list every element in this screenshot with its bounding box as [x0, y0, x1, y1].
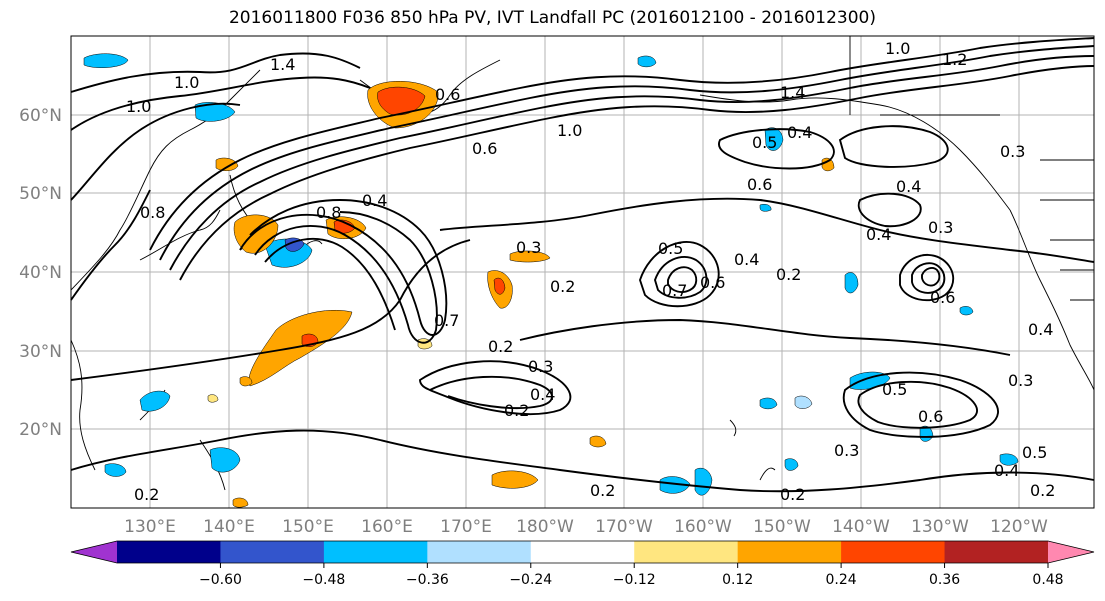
contour-label: 0.4: [734, 250, 759, 269]
contour-label: 0.8: [140, 203, 165, 222]
contour-label: 1.4: [270, 55, 295, 74]
contour-label: 0.8: [316, 203, 341, 222]
contour-label: 0.6: [435, 85, 460, 104]
contour-label: 0.2: [776, 265, 801, 284]
contour-label: 0.2: [550, 277, 575, 296]
contour-label: 0.4: [896, 177, 921, 196]
colorbar-segment: [220, 541, 325, 563]
colorbar-outline: [70, 540, 1095, 564]
contour-label: 0.3: [528, 357, 553, 376]
contour-label: 0.3: [1000, 142, 1025, 161]
colorbar-tick-label: 0.24: [826, 572, 857, 588]
contour-label: 0.4: [530, 385, 555, 404]
colorbar-tick-label: 0.48: [1032, 572, 1063, 588]
lon-label: 140°E: [203, 517, 255, 537]
contour-labels: 1.0 1.0 1.0 1.0 1.2 1.4 1.4 0.6 0.6 0.6 …: [126, 39, 1055, 504]
colorbar-tick-label: −0.12: [613, 572, 656, 588]
colorbar-segment: [841, 541, 946, 563]
contour-label: 0.4: [866, 225, 891, 244]
contour-label: 1.0: [126, 97, 151, 116]
colorbar-tick-label: −0.24: [509, 572, 552, 588]
contour-label: 1.0: [557, 121, 582, 140]
colorbar-tick-label: −0.60: [199, 572, 242, 588]
ivt-contours: [70, 37, 1095, 493]
contour-label: 1.0: [174, 73, 199, 92]
colorbar: −0.60 −0.48 −0.36 −0.24 −0.12 0.12 0.24 0.36 0.4…: [70, 540, 1095, 588]
contour-label: 0.5: [752, 133, 777, 152]
contour-label: 0.2: [134, 485, 159, 504]
contour-label: 0.3: [834, 441, 859, 460]
map-panel: 1.0 1.0 1.0 1.0 1.2 1.4 1.4 0.6 0.6 0.6 …: [70, 35, 1095, 509]
contour-label: 0.2: [590, 481, 615, 500]
colorbar-tick-label: 0.36: [929, 572, 960, 588]
contour-label: 0.6: [472, 139, 497, 158]
lat-label: 30°N: [19, 342, 62, 362]
lon-label: 180°W: [516, 517, 574, 537]
colorbar-tick-label: −0.48: [302, 572, 345, 588]
lon-label: 140°W: [832, 517, 890, 537]
lon-label: 130°E: [124, 517, 176, 537]
longitude-axis: 130°E 140°E 150°E 160°E 170°E 180°W 170°…: [124, 517, 1048, 537]
contour-label: 0.5: [1022, 443, 1047, 462]
contour-label: 0.5: [658, 239, 683, 258]
contour-label: 0.7: [662, 281, 687, 300]
contour-label: 0.6: [918, 407, 943, 426]
colorbar-segment: [117, 541, 221, 563]
lat-label: 20°N: [19, 420, 62, 440]
lon-label: 150°W: [753, 517, 811, 537]
contour-label: 0.3: [928, 218, 953, 237]
contour-label: 0.3: [1008, 371, 1033, 390]
colorbar-tick-label: 0.12: [722, 572, 753, 588]
lon-label: 150°E: [282, 517, 334, 537]
lat-label: 50°N: [19, 184, 62, 204]
contour-label: 0.6: [700, 273, 725, 292]
lon-label: 160°W: [674, 517, 732, 537]
contour-label: 0.6: [747, 175, 772, 194]
contour-label: 1.0: [885, 39, 910, 58]
lon-label: 120°W: [990, 517, 1048, 537]
contour-label: 0.5: [882, 380, 907, 399]
contour-label: 0.2: [1030, 481, 1055, 500]
contour-label: 1.4: [780, 83, 805, 102]
contour-label: 0.2: [780, 485, 805, 504]
colorbar-segment: [427, 541, 532, 563]
lon-label: 130°W: [911, 517, 969, 537]
contour-label: 0.4: [1028, 320, 1053, 339]
colorbar-segment: [71, 541, 117, 563]
lon-label: 170°W: [595, 517, 653, 537]
map-title: 2016011800 F036 850 hPa PV, IVT Landfall…: [228, 8, 876, 28]
lat-label: 40°N: [19, 263, 62, 283]
colorbar-segment: [530, 541, 635, 563]
contour-label: 0.3: [516, 238, 541, 257]
contour-label: 0.2: [504, 401, 529, 420]
colorbar-tick-label: −0.36: [406, 572, 449, 588]
contour-label: 0.4: [362, 191, 387, 210]
colorbar-segment: [944, 541, 1049, 563]
contour-label: 0.6: [930, 288, 955, 307]
lat-label: 60°N: [19, 106, 62, 126]
colorbar-segment: [737, 541, 842, 563]
contour-label: 1.2: [942, 50, 967, 69]
contour-label: 0.4: [994, 461, 1019, 480]
contour-label: 0.2: [488, 337, 513, 356]
colorbar-segment: [634, 541, 739, 563]
lon-label: 160°E: [361, 517, 413, 537]
lon-label: 170°E: [440, 517, 492, 537]
contour-label: 0.4: [787, 123, 812, 142]
map-border: [70, 35, 1095, 509]
colorbar-segment: [323, 541, 428, 563]
colorbar-segment: [1048, 541, 1094, 563]
pv-shading: [83, 53, 1019, 508]
contour-label: 0.7: [434, 311, 459, 330]
latitude-axis: 60°N 50°N 40°N 30°N 20°N: [19, 106, 62, 440]
